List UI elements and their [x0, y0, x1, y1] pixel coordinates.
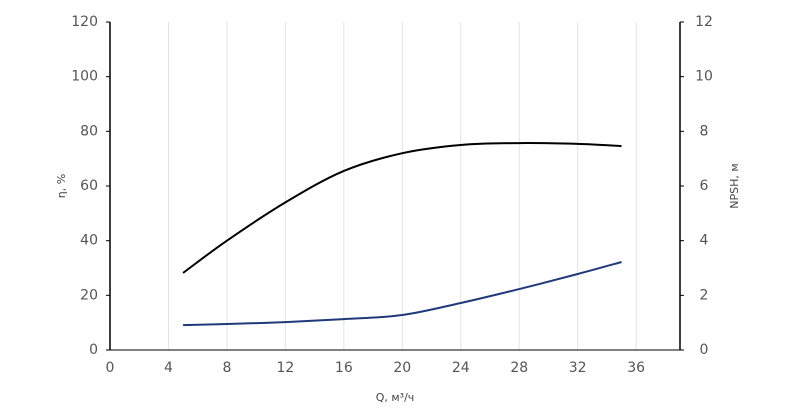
y-tick-label: 40: [80, 233, 98, 249]
y-tick-label: 20: [80, 287, 98, 303]
x-tick-label: 0: [106, 360, 115, 376]
y-tick-label: 60: [80, 178, 98, 194]
x-tick-label: 12: [276, 360, 294, 376]
y2-tick-label: 2: [700, 287, 709, 303]
x-tick-label: 24: [452, 360, 470, 376]
y2-axis-title: NPSH, м: [728, 163, 741, 208]
x-tick-label: 32: [569, 360, 587, 376]
y-tick-label: 120: [71, 14, 98, 30]
x-tick-label: 16: [335, 360, 353, 376]
y2-tick-label: 10: [695, 69, 713, 85]
y2-tick-label: 8: [700, 123, 709, 139]
x-tick-label: 20: [393, 360, 411, 376]
y-tick-label: 0: [89, 342, 98, 358]
series-line: [183, 261, 622, 327]
x-axis-title: Q, м³/ч: [376, 391, 415, 404]
y2-tick-label: 0: [700, 342, 709, 358]
y2-tick-label: 12: [695, 14, 713, 30]
series-line: [182, 142, 622, 274]
x-tick-label: 8: [222, 360, 231, 376]
x-tick-label: 4: [164, 360, 173, 376]
y-tick-label: 80: [80, 123, 98, 139]
x-tick-label: 28: [510, 360, 528, 376]
y-tick-label: 100: [71, 69, 98, 85]
x-tick-label: 36: [627, 360, 645, 376]
y2-tick-label: 6: [700, 178, 709, 194]
y-axis-title: η, %: [55, 174, 68, 198]
y2-tick-label: 4: [700, 233, 709, 249]
